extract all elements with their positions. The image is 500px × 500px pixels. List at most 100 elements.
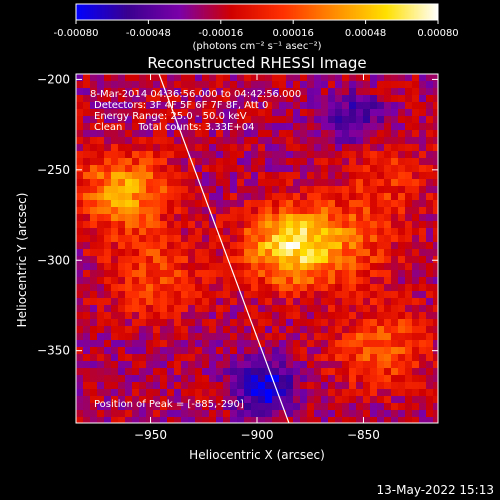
heatmap-cell [97, 95, 105, 103]
heatmap-cell [76, 214, 84, 222]
heatmap-cell [251, 186, 259, 194]
heatmap-cell [146, 284, 154, 292]
heatmap-cell [328, 137, 336, 145]
heatmap-cell [335, 144, 343, 152]
heatmap-cell [265, 354, 273, 362]
heatmap-cell [118, 340, 126, 348]
heatmap-cell [370, 263, 378, 271]
heatmap-cell [426, 193, 434, 201]
heatmap-cell [146, 403, 154, 411]
heatmap-cell [265, 179, 273, 187]
heatmap-cell [237, 305, 245, 313]
heatmap-cell [125, 277, 133, 285]
heatmap-cell [426, 396, 434, 404]
heatmap-cell [237, 368, 245, 376]
heatmap-cell [167, 263, 175, 271]
heatmap-cell [349, 179, 357, 187]
heatmap-cell [300, 116, 308, 124]
heatmap-cell [391, 242, 399, 250]
heatmap-cell [272, 319, 280, 327]
heatmap-cell [419, 249, 427, 257]
heatmap-cell [412, 221, 420, 229]
heatmap-cell [83, 417, 91, 423]
heatmap-cell [104, 74, 112, 82]
heatmap-cell [433, 263, 438, 271]
heatmap-cell [384, 277, 392, 285]
heatmap-cell [174, 102, 182, 110]
heatmap-cell [258, 102, 266, 110]
heatmap-cell [398, 249, 406, 257]
heatmap-cell [363, 256, 371, 264]
heatmap-cell [314, 235, 322, 243]
heatmap-cell [342, 270, 350, 278]
colorbar-tick-label: -0.00080 [54, 28, 99, 39]
heatmap-cell [335, 123, 343, 131]
heatmap-cell [230, 291, 238, 299]
heatmap-cell [391, 130, 399, 138]
heatmap-cell [244, 256, 252, 264]
heatmap-cell [419, 228, 427, 236]
heatmap-cell [167, 368, 175, 376]
heatmap-cell [118, 193, 126, 201]
heatmap-cell [349, 214, 357, 222]
heatmap-cell [405, 284, 413, 292]
heatmap-cell [384, 312, 392, 320]
heatmap-cell [405, 102, 413, 110]
heatmap-cell [398, 81, 406, 89]
heatmap-cell [188, 417, 196, 423]
heatmap-cell [272, 158, 280, 166]
heatmap-cell [111, 74, 119, 82]
heatmap-cell [314, 179, 322, 187]
heatmap-cell [265, 347, 273, 355]
heatmap-cell [195, 130, 203, 138]
heatmap-cell [405, 88, 413, 96]
heatmap-cell [118, 277, 126, 285]
heatmap-cell [405, 116, 413, 124]
heatmap-cell [272, 375, 280, 383]
heatmap-cell [132, 389, 140, 397]
heatmap-cell [125, 151, 133, 159]
heatmap-cell [258, 277, 266, 285]
heatmap-cell [258, 193, 266, 201]
heatmap-cell [300, 333, 308, 341]
heatmap-cell [300, 200, 308, 208]
heatmap-cell [398, 291, 406, 299]
heatmap-cell [265, 410, 273, 418]
heatmap-cell [335, 137, 343, 145]
heatmap-cell [132, 417, 140, 423]
heatmap-cell [426, 312, 434, 320]
heatmap-cell [419, 368, 427, 376]
heatmap-cell [202, 249, 210, 257]
heatmap-cell [167, 242, 175, 250]
heatmap-cell [90, 347, 98, 355]
heatmap-cell [279, 137, 287, 145]
heatmap-cell [300, 235, 308, 243]
heatmap-cell [293, 382, 301, 390]
heatmap-cell [258, 382, 266, 390]
heatmap-cell [202, 333, 210, 341]
heatmap-cell [258, 144, 266, 152]
heatmap-cell [104, 200, 112, 208]
heatmap-cell [426, 74, 434, 82]
heatmap-cell [405, 109, 413, 117]
heatmap-cell [349, 95, 357, 103]
heatmap-cell [125, 312, 133, 320]
heatmap-cell [405, 214, 413, 222]
heatmap-cell [258, 151, 266, 159]
heatmap-cell [363, 130, 371, 138]
heatmap-cell [216, 298, 224, 306]
heatmap-cell [181, 186, 189, 194]
heatmap-cell [174, 333, 182, 341]
heatmap-cell [167, 312, 175, 320]
heatmap-cell [377, 368, 385, 376]
heatmap-cell [244, 305, 252, 313]
heatmap-cell [307, 340, 315, 348]
heatmap-cell [398, 298, 406, 306]
heatmap-cell [237, 179, 245, 187]
heatmap-cell [258, 256, 266, 264]
heatmap-cell [223, 88, 231, 96]
heatmap-cell [286, 186, 294, 194]
heatmap-cell [279, 88, 287, 96]
heatmap-cell [272, 144, 280, 152]
heatmap-cell [391, 291, 399, 299]
